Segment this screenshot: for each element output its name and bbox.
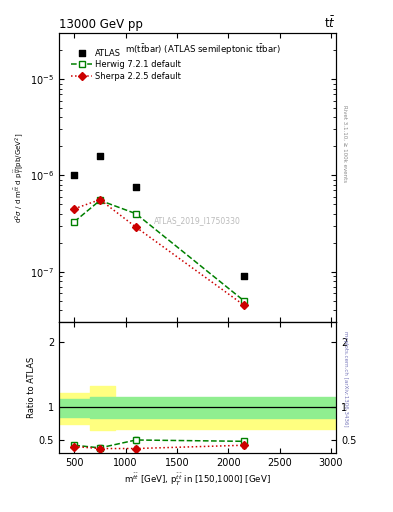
Text: Rivet 3.1.10, ≥ 100k events: Rivet 3.1.10, ≥ 100k events — [343, 105, 348, 182]
Sherpa 2.2.5 default — [97, 197, 102, 203]
ATLAS — [71, 172, 77, 180]
ATLAS — [97, 152, 103, 160]
Line: Herwig 7.2.1 default: Herwig 7.2.1 default — [71, 197, 247, 304]
Sherpa 2.2.5 default — [72, 206, 77, 212]
Text: mcplots.cern.ch [arXiv:1306.3436]: mcplots.cern.ch [arXiv:1306.3436] — [343, 331, 348, 426]
Line: Sherpa 2.2.5 default: Sherpa 2.2.5 default — [72, 197, 246, 308]
Text: 13000 GeV pp: 13000 GeV pp — [59, 18, 143, 31]
Text: m(t$\bar{t}$bar) (ATLAS semileptonic t$\bar{t}$bar): m(t$\bar{t}$bar) (ATLAS semileptonic t$\… — [125, 42, 281, 57]
Herwig 7.2.1 default — [72, 219, 77, 225]
Text: ATLAS_2019_I1750330: ATLAS_2019_I1750330 — [154, 217, 241, 225]
Y-axis label: Ratio to ATLAS: Ratio to ATLAS — [27, 357, 36, 418]
ATLAS — [241, 272, 247, 280]
Sherpa 2.2.5 default — [134, 224, 138, 230]
Herwig 7.2.1 default — [97, 197, 102, 203]
Herwig 7.2.1 default — [241, 297, 246, 304]
Text: t$\bar{t}$: t$\bar{t}$ — [325, 15, 336, 31]
Herwig 7.2.1 default — [134, 210, 138, 217]
ATLAS — [133, 183, 139, 191]
Legend: ATLAS, Herwig 7.2.1 default, Sherpa 2.2.5 default: ATLAS, Herwig 7.2.1 default, Sherpa 2.2.… — [69, 46, 184, 83]
Y-axis label: d$^2\sigma$ / d m$^{\bar{t}\bar{t}}$ d p$_T^{\bar{t}\bar{t}}$[pb/GeV$^2$]: d$^2\sigma$ / d m$^{\bar{t}\bar{t}}$ d p… — [13, 133, 27, 223]
Sherpa 2.2.5 default — [241, 302, 246, 308]
X-axis label: m$^{\bar{t}\bar{t}}$ [GeV], p$_T^{\bar{t}\bar{t}}$ in [150,1000] [GeV]: m$^{\bar{t}\bar{t}}$ [GeV], p$_T^{\bar{t… — [124, 472, 271, 488]
